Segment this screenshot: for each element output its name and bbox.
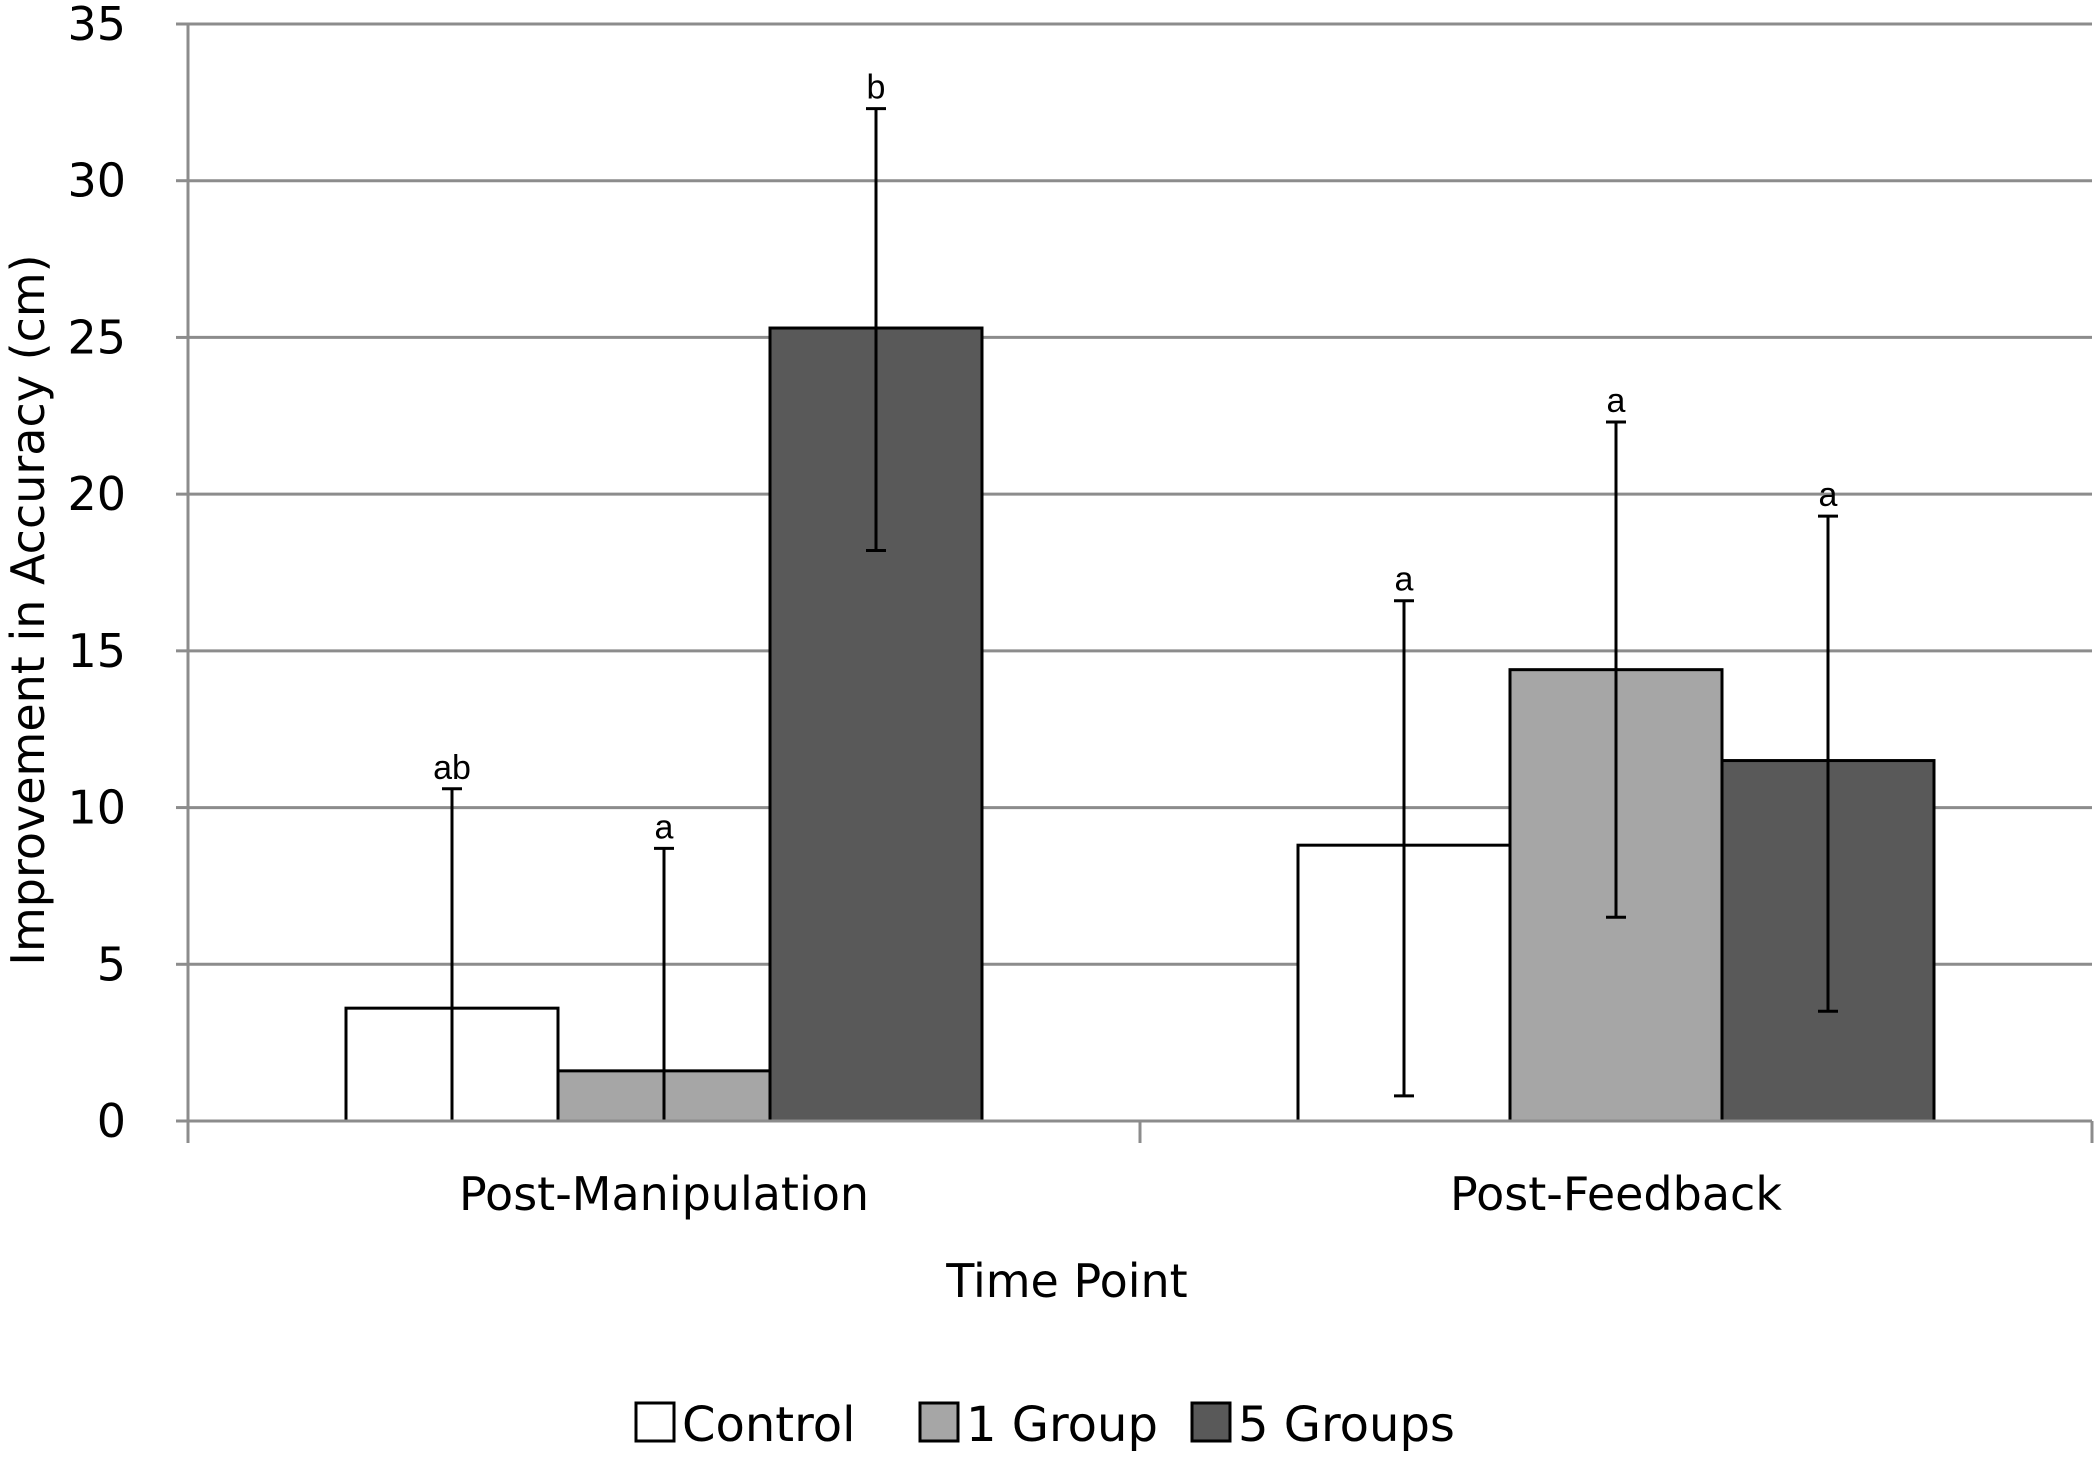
significance-label: a — [1395, 561, 1414, 599]
y-tick-label: 30 — [67, 154, 126, 208]
y-tick-label: 15 — [67, 624, 126, 678]
axes — [176, 22, 2094, 1143]
significance-label: a — [655, 808, 674, 846]
error-bars — [442, 107, 1838, 1121]
legend-swatch — [634, 1401, 676, 1443]
y-tick-label: 5 — [97, 937, 126, 991]
x-category-label: Post-Feedback — [1450, 1167, 1782, 1221]
y-tick-label: 20 — [67, 467, 126, 521]
legend-swatch — [918, 1401, 960, 1443]
y-tick-label: 25 — [67, 310, 126, 364]
y-tick-label: 35 — [67, 0, 126, 51]
legend-swatch — [1190, 1401, 1232, 1443]
significance-label: a — [1819, 476, 1838, 514]
x-axis-title: Time Point — [945, 1254, 1187, 1308]
legend-label: 1 Group — [966, 1397, 1158, 1453]
significance-label: ab — [433, 749, 471, 787]
significance-label: b — [867, 69, 886, 107]
y-tick-label: 0 — [97, 1094, 126, 1148]
y-axis-title: Improvement in Accuracy (cm) — [1, 254, 55, 965]
gridlines — [188, 22, 2092, 966]
legend-label: Control — [682, 1397, 856, 1453]
y-tick-label: 10 — [67, 781, 126, 835]
significance-label: a — [1607, 382, 1626, 420]
legend: Control 1 Group 5 Groups — [634, 1397, 1455, 1453]
bars — [344, 326, 1936, 1123]
labels: 05101520253035ababPost-ManipulationaaaPo… — [67, 0, 1837, 1221]
x-category-label: Post-Manipulation — [459, 1167, 869, 1221]
legend-label: 5 Groups — [1238, 1397, 1455, 1453]
